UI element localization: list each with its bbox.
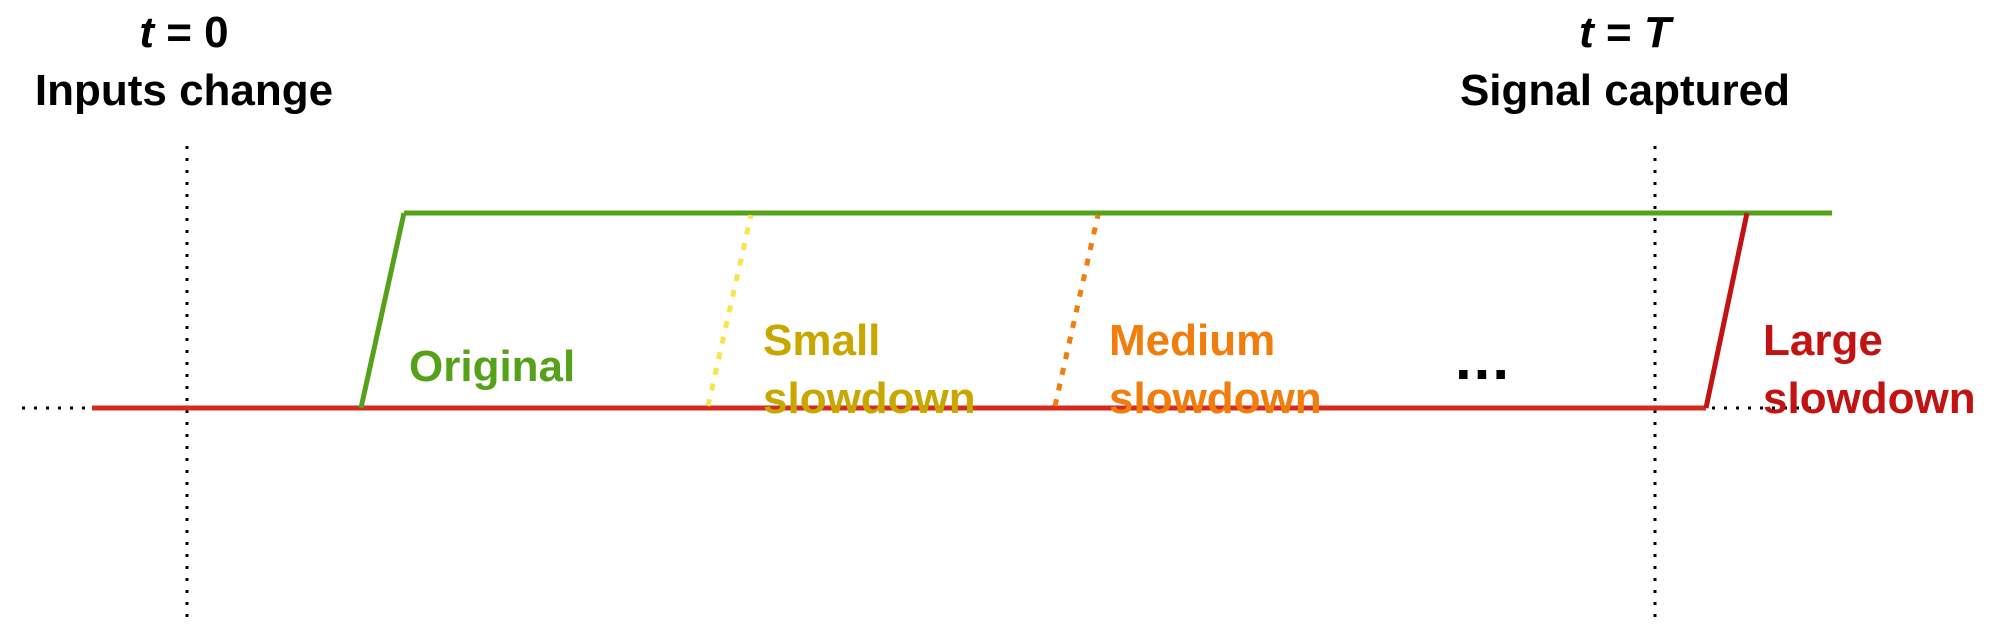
medium-slowdown-edge — [1052, 214, 1101, 407]
t0-time: t = 0 — [139, 8, 229, 57]
original-transition-edge — [358, 212, 407, 409]
large-slowdown-edge — [1703, 212, 1750, 409]
t0-caption: Inputs change — [34, 66, 334, 115]
ellipsis: ... — [1455, 325, 1512, 392]
large-slowdown-label: Large slowdown — [1763, 316, 1976, 423]
small-slowdown-label: Small slowdown — [763, 316, 976, 423]
t0-label: t = 0 Inputs change — [35, 4, 333, 120]
tT-label: t = T Signal captured — [1460, 4, 1790, 120]
small-slowdown-edge — [705, 214, 754, 407]
tT-caption: Signal captured — [1459, 66, 1791, 115]
medium-slowdown-label: Medium slowdown — [1109, 316, 1322, 423]
original-label: Original — [409, 342, 576, 391]
tT-time: t = T — [1579, 8, 1671, 57]
